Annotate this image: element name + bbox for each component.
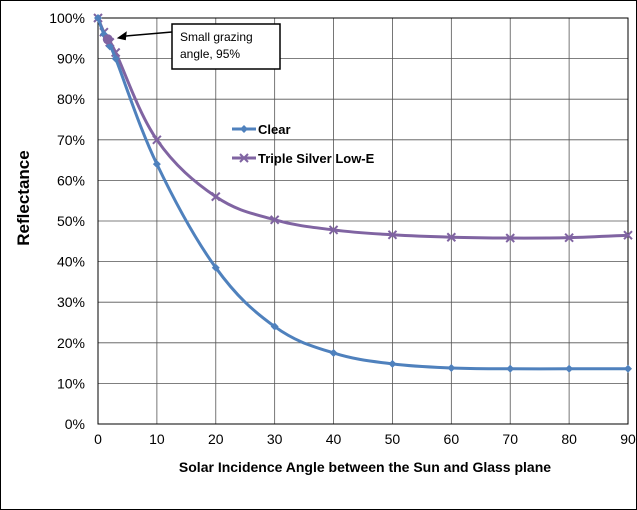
y-tick-label: 0%: [65, 416, 85, 432]
data-point-clear: [105, 42, 114, 51]
y-tick-label: 40%: [57, 254, 85, 270]
data-point-clear: [211, 263, 220, 272]
x-tick-label: 20: [208, 431, 224, 447]
legend-item-clear: Clear: [232, 122, 291, 137]
marker-stroke: [328, 225, 339, 235]
data-point-clear: [388, 359, 397, 368]
marker-stroke: [269, 215, 280, 225]
y-tick-label: 90%: [57, 51, 85, 67]
x-tick-label: 50: [385, 431, 401, 447]
data-point-clear: [111, 54, 120, 63]
x-tick-label: 0: [94, 431, 102, 447]
data-point-clear: [329, 348, 338, 357]
annotation: Small grazing angle, 95%: [102, 23, 281, 70]
data-point-triple-silver-low-e: [269, 215, 280, 225]
y-axis-ticks: 0% 10% 20% 30% 40% 50% 60% 70% 80% 90% 100%: [49, 10, 85, 432]
x-tick-label: 40: [326, 431, 342, 447]
legend-label-triple-silver-low-e: Triple Silver Low-E: [258, 151, 375, 166]
data-point-clear: [94, 14, 102, 22]
series-clear: [94, 14, 632, 373]
x-tick-label: 80: [561, 431, 577, 447]
data-point-clear: [270, 322, 279, 331]
series-line-clear: [96, 17, 628, 371]
legend-label-clear: Clear: [258, 122, 291, 137]
y-tick-label: 80%: [57, 91, 85, 107]
marker-stroke: [564, 232, 574, 243]
marker-stroke: [387, 230, 398, 240]
y-tick-label: 10%: [57, 375, 85, 391]
highlighted-point: [102, 34, 113, 45]
marker-stroke: [623, 230, 633, 240]
data-point-triple-silver-low-e: [446, 232, 457, 242]
x-tick-label: 10: [149, 431, 165, 447]
y-tick-label: 60%: [57, 172, 85, 188]
data-point-clear: [506, 364, 515, 373]
gridlines: [97, 17, 629, 425]
x-tick-label: 90: [620, 431, 636, 447]
x-axis-title: Solar Incidence Angle between the Sun an…: [179, 459, 551, 475]
data-point-triple-silver-low-e: [152, 135, 162, 145]
y-tick-label: 30%: [57, 294, 85, 310]
x-tick-label: 60: [444, 431, 460, 447]
annotation-arrow-head: [116, 31, 127, 41]
marker-stroke: [211, 191, 221, 202]
x-tick-label: 30: [267, 431, 283, 447]
legend-marker-clear: [240, 125, 248, 133]
y-tick-label: 50%: [57, 213, 85, 229]
data-point-triple-silver-low-e: [211, 191, 221, 202]
y-tick-label: 100%: [49, 10, 85, 26]
data-point-triple-silver-low-e: [564, 232, 574, 243]
marker-stroke: [239, 153, 249, 163]
data-point-triple-silver-low-e: [328, 225, 339, 235]
annotation-text: angle, 95%: [180, 47, 240, 61]
legend-marker-triple-silver-low-e: [239, 153, 249, 163]
x-axis-ticks: 0 10 20 30 40 50 60 70 80 90: [94, 431, 636, 447]
marker-stroke: [152, 135, 162, 145]
x-tick-label: 70: [502, 431, 518, 447]
data-point-clear: [152, 160, 161, 169]
data-point-clear: [624, 364, 632, 373]
legend-item-triple-silver-low-e: Triple Silver Low-E: [232, 151, 375, 166]
data-point-clear: [565, 364, 574, 373]
data-point-triple-silver-low-e: [387, 230, 398, 240]
marker-stroke: [505, 233, 515, 243]
annotation-arrow-line: [122, 31, 173, 38]
legend: Clear Triple Silver Low-E: [232, 122, 375, 166]
y-tick-label: 20%: [57, 335, 85, 351]
y-axis-title: Reflectance: [14, 150, 33, 245]
annotation-box: [171, 23, 281, 70]
marker-stroke: [446, 232, 457, 242]
data-point-triple-silver-low-e: [505, 233, 515, 243]
annotation-text: Small grazing: [180, 30, 253, 44]
data-point-clear: [447, 363, 456, 372]
y-tick-label: 70%: [57, 132, 85, 148]
plot-area: [97, 17, 629, 425]
data-point-triple-silver-low-e: [623, 230, 633, 240]
